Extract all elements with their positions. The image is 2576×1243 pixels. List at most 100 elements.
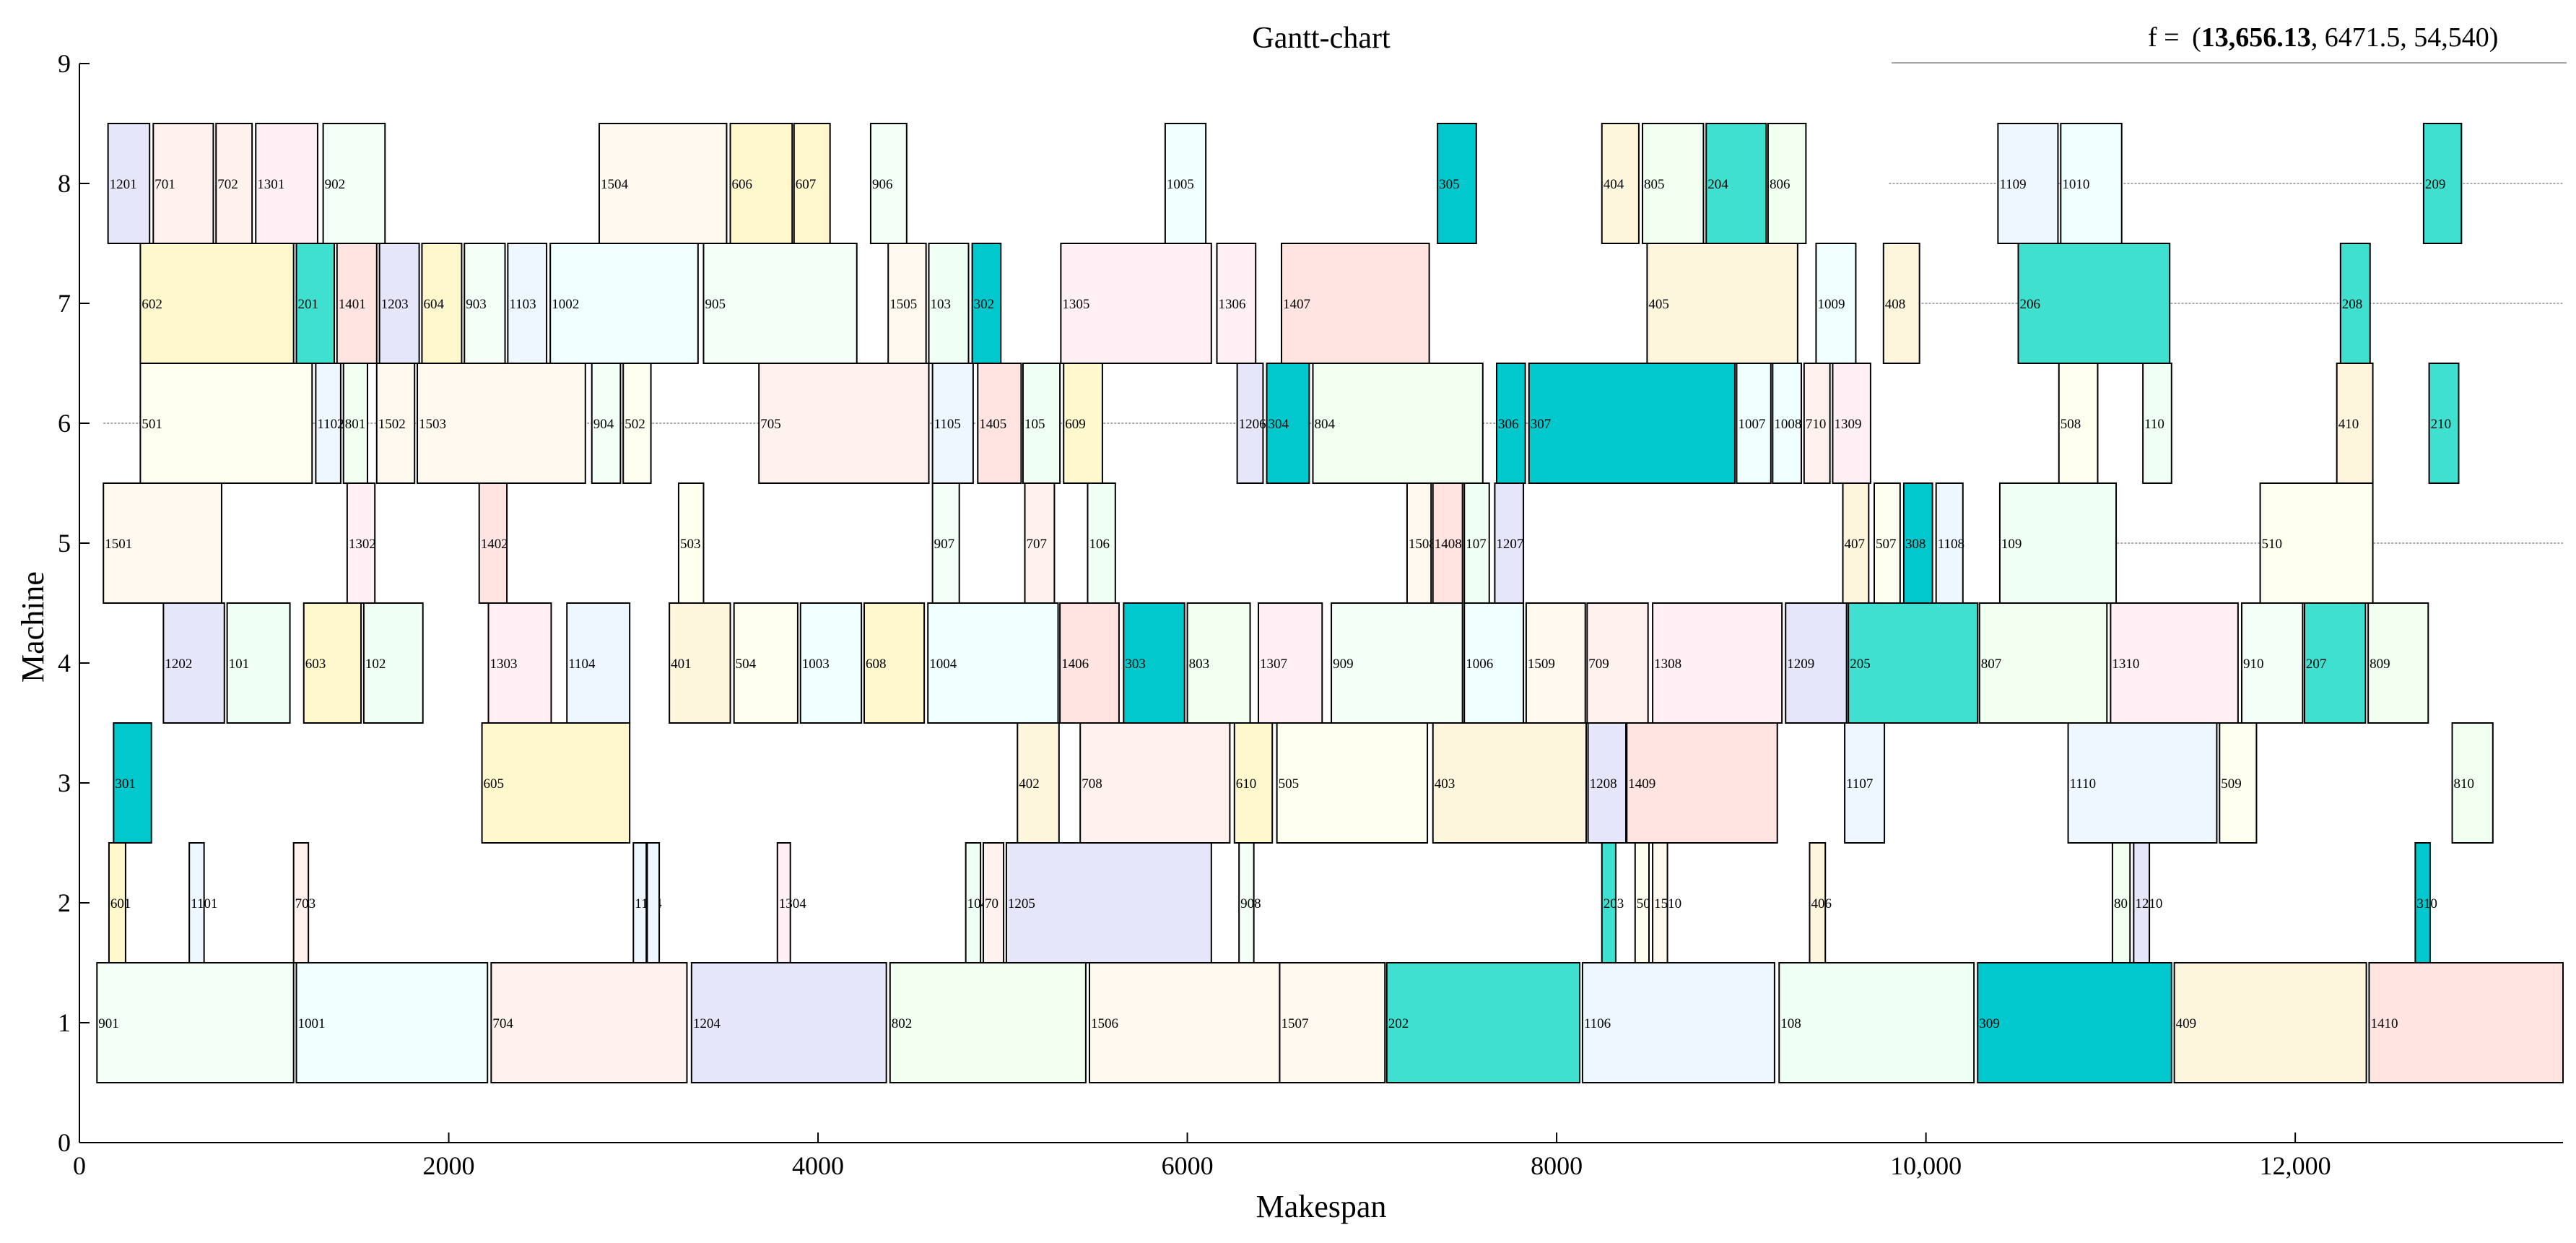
- operation-1204[interactable]: 1204: [690, 962, 887, 1083]
- operation-905[interactable]: 905: [702, 243, 858, 364]
- operation-908[interactable]: 908: [1238, 842, 1261, 963]
- operation-710[interactable]: 710: [1803, 363, 1831, 484]
- operation-80[interactable]: 80: [2111, 842, 2131, 963]
- operation-1405[interactable]: 1405: [977, 363, 1022, 484]
- operation-404[interactable]: 404: [1601, 123, 1640, 244]
- operation-401[interactable]: 401: [669, 602, 731, 724]
- operation-105[interactable]: 105: [1022, 363, 1061, 484]
- operation-1010[interactable]: 1010: [2060, 123, 2123, 244]
- operation-507[interactable]: 507: [1874, 482, 1901, 604]
- operation-909[interactable]: 909: [1331, 602, 1463, 724]
- operation-707[interactable]: 707: [1024, 482, 1056, 604]
- operation-806[interactable]: 806: [1767, 123, 1807, 244]
- operation-308[interactable]: 308: [1902, 482, 1933, 604]
- operation-809[interactable]: 809: [2367, 602, 2429, 724]
- operation-301[interactable]: 301: [113, 722, 152, 844]
- operation-810[interactable]: 810: [2451, 722, 2494, 844]
- operation-907[interactable]: 907: [931, 482, 960, 604]
- operation-203[interactable]: 203: [1601, 842, 1624, 963]
- operation-1207[interactable]: 1207: [1494, 482, 1525, 604]
- operation-605[interactable]: 605: [481, 722, 631, 844]
- operation-101[interactable]: 101: [226, 602, 291, 724]
- operation-702[interactable]: 702: [215, 123, 253, 244]
- operation-805[interactable]: 805: [1642, 123, 1705, 244]
- operation-901[interactable]: 901: [96, 962, 295, 1083]
- operation-1107[interactable]: 1107: [1844, 722, 1886, 844]
- operation-206[interactable]: 206: [2017, 243, 2171, 364]
- operation-306[interactable]: 306: [1495, 363, 1526, 484]
- operation-310[interactable]: 310: [2414, 842, 2437, 963]
- operation-202[interactable]: 202: [1385, 962, 1581, 1083]
- operation-503[interactable]: 503: [677, 482, 705, 604]
- operation-705[interactable]: 705: [758, 363, 930, 484]
- operation-1208[interactable]: 1208: [1587, 722, 1627, 844]
- operation-1509[interactable]: 1509: [1525, 602, 1586, 724]
- operation-610[interactable]: 610: [1233, 722, 1274, 844]
- operation-606[interactable]: 606: [729, 123, 793, 244]
- operation-409[interactable]: 409: [2173, 962, 2367, 1083]
- operation-1110[interactable]: 1110: [2067, 722, 2218, 844]
- operation-1009[interactable]: 1009: [1815, 243, 1857, 364]
- operation-709[interactable]: 709: [1586, 602, 1649, 724]
- operation-708[interactable]: 708: [1079, 722, 1231, 844]
- operation-510[interactable]: 510: [2259, 482, 2374, 604]
- operation-1505[interactable]: 1505: [887, 243, 927, 364]
- operation-70[interactable]: 70: [982, 842, 1005, 963]
- operation-1108[interactable]: 1108: [1935, 482, 1964, 604]
- operation-303[interactable]: 303: [1123, 602, 1185, 724]
- operation-1004[interactable]: 1004: [927, 602, 1059, 724]
- operation-204[interactable]: 204: [1705, 123, 1767, 244]
- operation-402[interactable]: 402: [1017, 722, 1060, 844]
- operation-1507[interactable]: 1507: [1279, 962, 1386, 1083]
- operation-609[interactable]: 609: [1063, 363, 1103, 484]
- operation-107[interactable]: 107: [1463, 482, 1490, 604]
- operation-1307[interactable]: 1307: [1258, 602, 1323, 724]
- operation-1209[interactable]: 1209: [1785, 602, 1848, 724]
- operation-509[interactable]: 509: [2219, 722, 2258, 844]
- operation-502[interactable]: 502: [622, 363, 652, 484]
- operation-1202[interactable]: 1202: [162, 602, 225, 724]
- operation-1007[interactable]: 1007: [1736, 363, 1772, 484]
- operation-1205[interactable]: 1205: [1005, 842, 1212, 963]
- operation-1402[interactable]: 1402: [478, 482, 508, 604]
- operation-110[interactable]: 110: [2142, 363, 2172, 484]
- operation-1304[interactable]: 1304: [776, 842, 807, 963]
- operation-102[interactable]: 102: [362, 602, 424, 724]
- operation-307[interactable]: 307: [1528, 363, 1736, 484]
- operation-205[interactable]: 205: [1848, 602, 1979, 724]
- operation-1006[interactable]: 1006: [1463, 602, 1525, 724]
- operation-1309[interactable]: 1309: [1832, 363, 1871, 484]
- operation-1001[interactable]: 1001: [295, 962, 489, 1083]
- operation-unlabeled[interactable]: [646, 842, 661, 963]
- operation-201[interactable]: 201: [295, 243, 335, 364]
- operation-1302[interactable]: 1302: [346, 482, 376, 604]
- operation-1401[interactable]: 1401: [336, 243, 378, 364]
- operation-304[interactable]: 304: [1266, 363, 1310, 484]
- operation-403[interactable]: 403: [1432, 722, 1588, 844]
- operation-309[interactable]: 309: [1977, 962, 2172, 1083]
- operation-904[interactable]: 904: [591, 363, 622, 484]
- operation-50[interactable]: 50: [1634, 842, 1650, 963]
- operation-410[interactable]: 410: [2336, 363, 2374, 484]
- operation-607[interactable]: 607: [793, 123, 831, 244]
- operation-1002[interactable]: 1002: [549, 243, 699, 364]
- operation-608[interactable]: 608: [863, 602, 926, 724]
- operation-407[interactable]: 407: [1842, 482, 1870, 604]
- operation-1510[interactable]: 1510: [1652, 842, 1681, 963]
- operation-405[interactable]: 405: [1646, 243, 1798, 364]
- operation-1102[interactable]: 1102: [315, 363, 344, 484]
- operation-1005[interactable]: 1005: [1164, 123, 1207, 244]
- operation-1502[interactable]: 1502: [375, 363, 416, 484]
- operation-1301[interactable]: 1301: [255, 123, 318, 244]
- operation-210[interactable]: 210: [2428, 363, 2460, 484]
- operation-910[interactable]: 910: [2240, 602, 2304, 724]
- operation-1303[interactable]: 1303: [487, 602, 552, 724]
- operation-1506[interactable]: 1506: [1089, 962, 1281, 1083]
- operation-1210[interactable]: 1210: [2133, 842, 2162, 963]
- operation-801[interactable]: 801: [342, 363, 368, 484]
- operation-501[interactable]: 501: [139, 363, 313, 484]
- operation-804[interactable]: 804: [1312, 363, 1484, 484]
- operation-108[interactable]: 108: [1778, 962, 1975, 1083]
- operation-1306[interactable]: 1306: [1216, 243, 1257, 364]
- operation-1101[interactable]: 1101: [188, 842, 217, 963]
